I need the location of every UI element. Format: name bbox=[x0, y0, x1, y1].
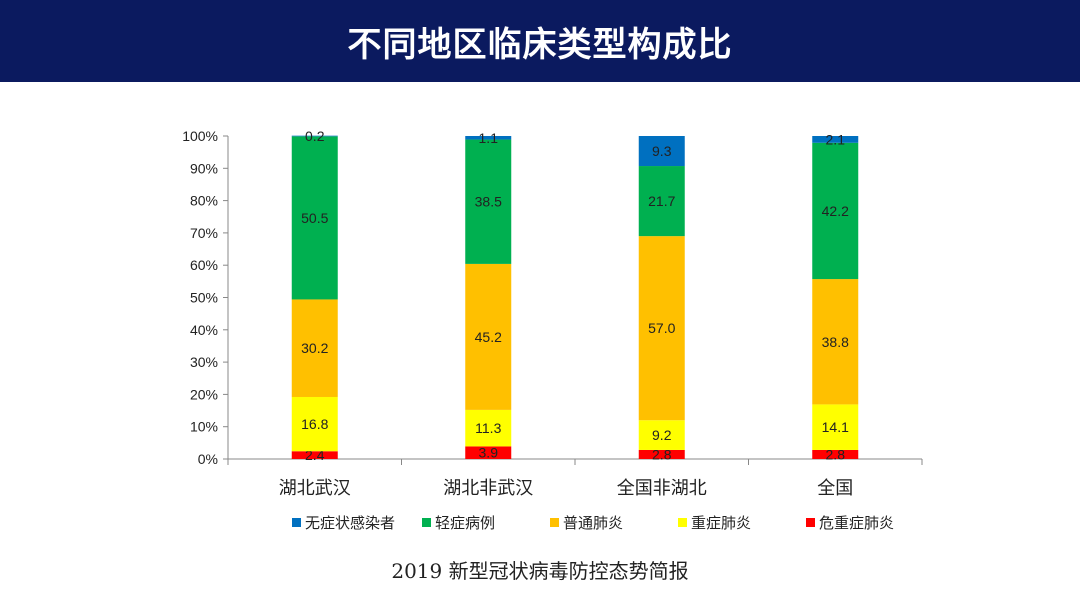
y-tick-label: 10% bbox=[190, 419, 218, 435]
bar-segment bbox=[638, 236, 685, 421]
bar-segment bbox=[465, 139, 512, 264]
bar-segment bbox=[291, 451, 338, 459]
legend-swatch bbox=[678, 518, 687, 527]
bar-value-label: 38.8 bbox=[822, 334, 849, 350]
bar-segment bbox=[291, 299, 338, 397]
bar-value-label: 30.2 bbox=[301, 340, 328, 356]
bar-value-label: 2.8 bbox=[652, 446, 672, 462]
legend-label: 轻症病例 bbox=[435, 514, 495, 532]
y-tick-label: 100% bbox=[182, 128, 218, 144]
bar-value-label: 42.2 bbox=[822, 203, 849, 219]
stacked-bar-chart: 0% 10% 20% 30% 40% 50% 60% 70% 80% 90% 100% 湖北武汉 湖北非… bbox=[182, 128, 923, 532]
bar-value-label: 11.3 bbox=[475, 420, 501, 436]
x-category-label: 全国 bbox=[817, 478, 853, 499]
bar-value-label: 45.2 bbox=[475, 329, 502, 345]
y-tick-label: 40% bbox=[190, 322, 218, 338]
bar-value-label: 0.2 bbox=[305, 128, 325, 144]
x-category-label: 湖北非武汉 bbox=[443, 478, 533, 499]
bar-segment bbox=[638, 136, 685, 167]
chart-axes: 0% 10% 20% 30% 40% 50% 60% 70% 80% 90% 100% 湖北武汉 湖北非… bbox=[182, 128, 923, 499]
legend-label: 重症肺炎 bbox=[691, 514, 751, 532]
bar-segment bbox=[465, 263, 512, 410]
bar-value-label: 16.8 bbox=[301, 416, 328, 432]
y-tick-label: 20% bbox=[190, 386, 218, 402]
y-tick-label: 90% bbox=[190, 160, 218, 176]
x-category-label: 湖北武汉 bbox=[279, 478, 351, 499]
bar-value-label: 14.1 bbox=[822, 419, 849, 435]
bar-segment bbox=[812, 279, 859, 405]
bar-segment bbox=[465, 136, 512, 140]
header-bar: 不同地区临床类型构成比 bbox=[0, 0, 1080, 82]
source-caption: 2019 新型冠状病毒防控态势简报 bbox=[391, 559, 689, 583]
bar-value-label: 3.9 bbox=[479, 445, 499, 461]
bar-segment bbox=[291, 136, 338, 300]
chart-bars: 2.416.830.250.50.23.911.345.238.51.12.89… bbox=[291, 128, 859, 463]
bar-value-label: 21.7 bbox=[648, 193, 675, 209]
legend-swatch bbox=[806, 518, 815, 527]
legend-label: 无症状感染者 bbox=[305, 514, 395, 532]
bar-value-label: 9.3 bbox=[652, 143, 672, 159]
bar-segment bbox=[812, 449, 859, 459]
x-category-label: 全国非湖北 bbox=[617, 478, 707, 499]
bar-value-label: 57.0 bbox=[648, 320, 675, 336]
chart-legend: 无症状感染者 轻症病例 普通肺炎 重症肺炎 危重症肺炎 bbox=[292, 514, 894, 532]
legend-swatch bbox=[550, 518, 559, 527]
bar-segment bbox=[291, 135, 338, 137]
legend-label: 普通肺炎 bbox=[563, 514, 623, 532]
bar-segment bbox=[465, 409, 512, 447]
bar-segment bbox=[465, 446, 512, 459]
y-tick-label: 60% bbox=[190, 257, 218, 273]
bar-segment bbox=[812, 136, 859, 143]
bar-value-label: 1.1 bbox=[479, 130, 499, 146]
bar-value-label: 50.5 bbox=[301, 210, 328, 226]
y-tick-label: 70% bbox=[190, 225, 218, 241]
bar-value-label: 9.2 bbox=[652, 427, 672, 443]
legend-label: 危重症肺炎 bbox=[819, 514, 894, 532]
y-tick-label: 30% bbox=[190, 354, 218, 370]
bar-segment bbox=[638, 449, 685, 459]
bar-segment bbox=[291, 396, 338, 452]
bar-segment bbox=[638, 420, 685, 450]
page-title: 不同地区临床类型构成比 bbox=[347, 24, 733, 65]
legend-swatch bbox=[292, 518, 301, 527]
bar-value-label: 38.5 bbox=[475, 194, 502, 210]
y-tick-label: 0% bbox=[198, 451, 218, 467]
legend-swatch bbox=[422, 518, 431, 527]
bar-value-label: 2.1 bbox=[826, 131, 846, 147]
bar-segment bbox=[812, 404, 859, 450]
y-tick-label: 80% bbox=[190, 193, 218, 209]
bar-value-label: 2.8 bbox=[826, 446, 846, 462]
bar-segment bbox=[812, 142, 859, 280]
y-tick-label: 50% bbox=[190, 290, 218, 306]
bar-segment bbox=[638, 166, 685, 237]
